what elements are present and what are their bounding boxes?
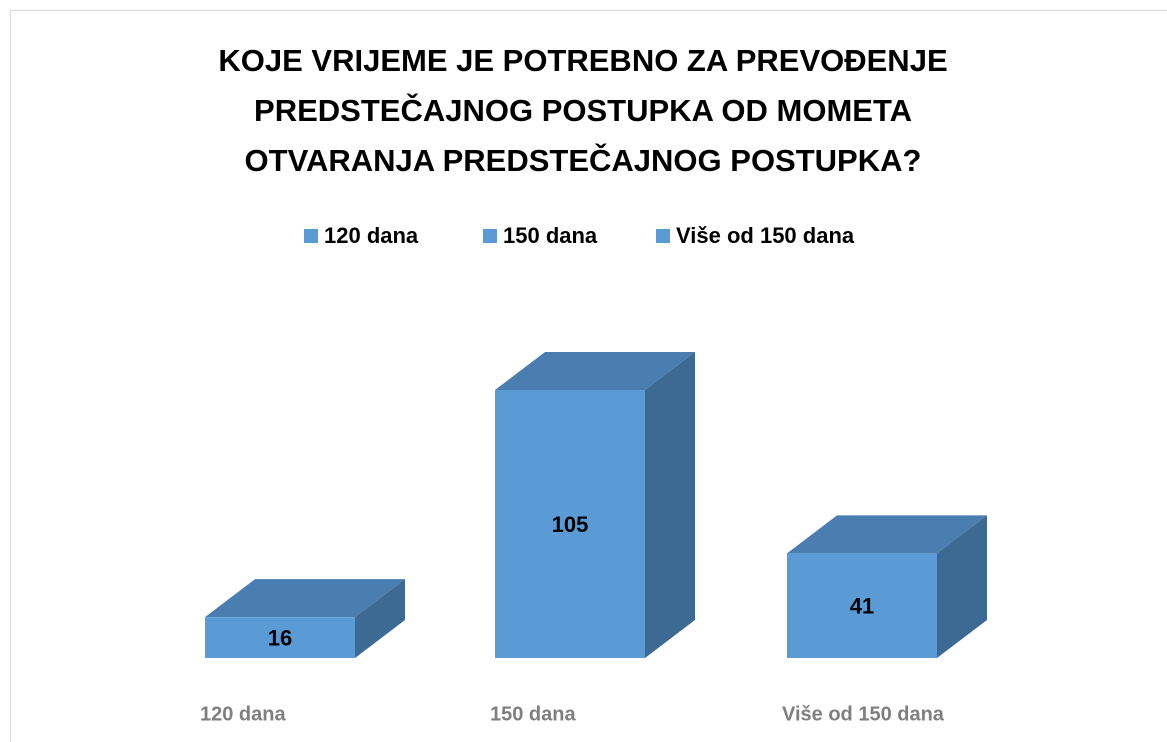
legend-swatch (483, 229, 497, 243)
legend-label: Više od 150 dana (676, 223, 855, 248)
bar (495, 352, 695, 658)
bar-front (205, 617, 355, 658)
bar (205, 579, 405, 658)
bar-side (645, 352, 695, 658)
legend-swatch (304, 229, 318, 243)
bar-top (495, 352, 695, 390)
data-label: 105 (552, 512, 589, 537)
bar-front (787, 553, 937, 658)
bar-top (205, 579, 405, 618)
bar-side (937, 515, 987, 658)
legend-label: 150 dana (503, 223, 598, 248)
chart-border (10, 10, 1167, 742)
data-label: 16 (268, 625, 292, 650)
legend-swatch (656, 229, 670, 243)
bar-front (495, 390, 645, 658)
bar (787, 515, 987, 658)
data-label: 41 (850, 593, 874, 618)
x-tick-label: Više od 150 dana (782, 703, 945, 725)
chart-title: KOJE VRIJEME JE POTREBNO ZA PREVOĐENJE P… (218, 43, 948, 178)
x-tick-label: 120 dana (200, 703, 286, 725)
x-tick-label: 150 dana (490, 703, 576, 725)
bar-side (355, 579, 405, 658)
bar-top (787, 515, 987, 554)
legend-label: 120 dana (324, 223, 419, 248)
